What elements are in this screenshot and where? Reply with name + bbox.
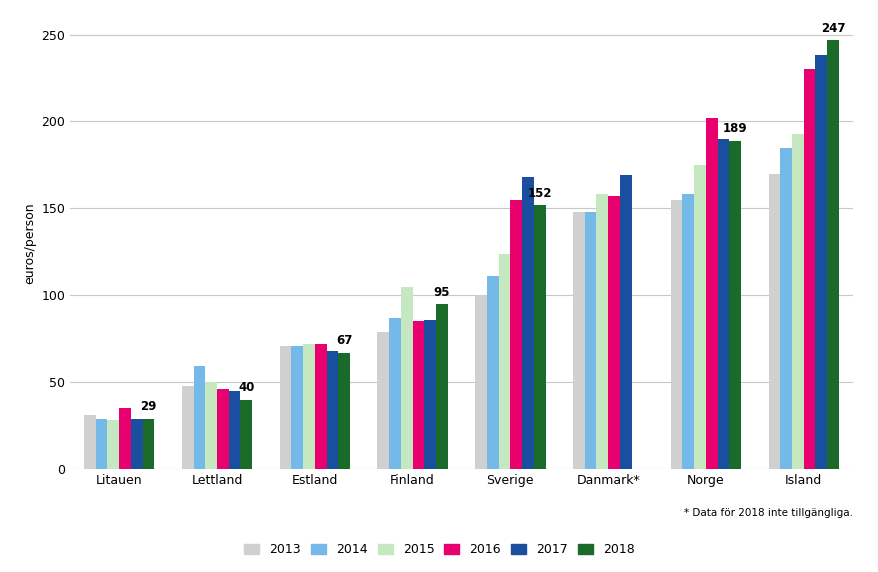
Bar bbox=[205, 382, 217, 469]
Text: * Data för 2018 inte tillgängliga.: * Data för 2018 inte tillgängliga. bbox=[683, 508, 852, 518]
Text: 247: 247 bbox=[820, 22, 845, 34]
Bar bbox=[326, 351, 338, 469]
Bar bbox=[670, 200, 681, 469]
Bar bbox=[608, 196, 619, 469]
Bar bbox=[303, 344, 314, 469]
Bar bbox=[119, 408, 131, 469]
Y-axis label: euros/person: euros/person bbox=[23, 202, 36, 284]
Bar bbox=[314, 344, 326, 469]
Bar bbox=[241, 399, 252, 469]
Bar bbox=[826, 40, 838, 469]
Bar bbox=[279, 345, 291, 469]
Text: 152: 152 bbox=[527, 186, 551, 200]
Bar bbox=[389, 318, 400, 469]
Bar bbox=[400, 287, 412, 469]
Bar bbox=[729, 141, 740, 469]
Bar bbox=[142, 419, 155, 469]
Bar bbox=[131, 419, 142, 469]
Bar bbox=[217, 389, 228, 469]
Bar bbox=[412, 321, 424, 469]
Bar bbox=[681, 194, 694, 469]
Bar bbox=[424, 320, 435, 469]
Bar bbox=[107, 420, 119, 469]
Bar bbox=[533, 205, 545, 469]
Bar bbox=[791, 134, 802, 469]
Text: 95: 95 bbox=[433, 286, 450, 299]
Bar bbox=[498, 253, 510, 469]
Bar bbox=[572, 212, 584, 469]
Bar bbox=[705, 118, 716, 469]
Text: 67: 67 bbox=[335, 335, 352, 347]
Bar bbox=[510, 200, 522, 469]
Bar bbox=[193, 367, 205, 469]
Bar bbox=[694, 165, 705, 469]
Bar bbox=[596, 194, 608, 469]
Bar bbox=[338, 352, 349, 469]
Bar bbox=[228, 391, 241, 469]
Bar bbox=[377, 332, 389, 469]
Bar bbox=[522, 177, 533, 469]
Bar bbox=[435, 304, 447, 469]
Bar bbox=[716, 139, 729, 469]
Bar bbox=[767, 173, 780, 469]
Text: 40: 40 bbox=[238, 382, 255, 394]
Bar bbox=[780, 148, 791, 469]
Bar bbox=[815, 55, 826, 469]
Bar bbox=[584, 212, 596, 469]
Bar bbox=[182, 386, 193, 469]
Text: 189: 189 bbox=[722, 122, 747, 136]
Legend: 2013, 2014, 2015, 2016, 2017, 2018: 2013, 2014, 2015, 2016, 2017, 2018 bbox=[241, 539, 637, 560]
Bar bbox=[475, 295, 486, 469]
Bar bbox=[96, 419, 107, 469]
Text: 29: 29 bbox=[140, 400, 156, 414]
Bar bbox=[486, 276, 498, 469]
Bar bbox=[619, 175, 631, 469]
Bar bbox=[291, 345, 303, 469]
Bar bbox=[84, 415, 96, 469]
Bar bbox=[802, 69, 815, 469]
